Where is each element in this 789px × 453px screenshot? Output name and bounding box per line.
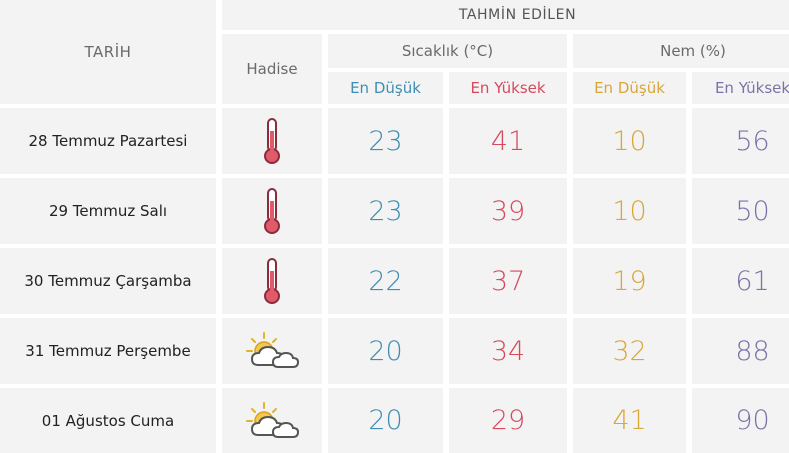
hum-min-value: 10 xyxy=(573,108,686,174)
hum-max-value: 56 xyxy=(692,108,789,174)
thermometer-hot-icon xyxy=(222,178,322,244)
hum-max-value: 61 xyxy=(692,248,789,314)
partly-cloudy-icon xyxy=(222,318,322,384)
hum-max-value: 88 xyxy=(692,318,789,384)
temp-min-value: 22 xyxy=(328,248,443,314)
hum-max-value: 90 xyxy=(692,388,789,453)
header-hum-max: En Yüksek xyxy=(692,72,789,104)
row-date: 31 Temmuz Perşembe xyxy=(0,318,216,384)
header-forecast: TAHMİN EDİLEN xyxy=(222,0,789,30)
header-temperature: Sıcaklık (°C) xyxy=(328,34,567,68)
header-temp-max: En Yüksek xyxy=(449,72,567,104)
temp-max-value: 29 xyxy=(449,388,567,453)
header-event: Hadise xyxy=(222,34,322,104)
header-temp-min: En Düşük xyxy=(328,72,443,104)
temp-min-value: 23 xyxy=(328,108,443,174)
hum-min-value: 10 xyxy=(573,178,686,244)
row-date: 28 Temmuz Pazartesi xyxy=(0,108,216,174)
temp-min-value: 20 xyxy=(328,318,443,384)
hum-min-value: 41 xyxy=(573,388,686,453)
temp-max-value: 37 xyxy=(449,248,567,314)
temp-min-value: 20 xyxy=(328,388,443,453)
row-date: 30 Temmuz Çarşamba xyxy=(0,248,216,314)
hum-min-value: 19 xyxy=(573,248,686,314)
hum-max-value: 50 xyxy=(692,178,789,244)
partly-cloudy-icon xyxy=(222,388,322,453)
header-humidity: Nem (%) xyxy=(573,34,789,68)
row-date: 29 Temmuz Salı xyxy=(0,178,216,244)
thermometer-hot-icon xyxy=(222,108,322,174)
temp-max-value: 39 xyxy=(449,178,567,244)
row-date: 01 Ağustos Cuma xyxy=(0,388,216,453)
temp-max-value: 41 xyxy=(449,108,567,174)
thermometer-hot-icon xyxy=(222,248,322,314)
header-hum-min: En Düşük xyxy=(573,72,686,104)
hum-min-value: 32 xyxy=(573,318,686,384)
header-date: TARİH xyxy=(0,0,216,104)
temp-max-value: 34 xyxy=(449,318,567,384)
temp-min-value: 23 xyxy=(328,178,443,244)
